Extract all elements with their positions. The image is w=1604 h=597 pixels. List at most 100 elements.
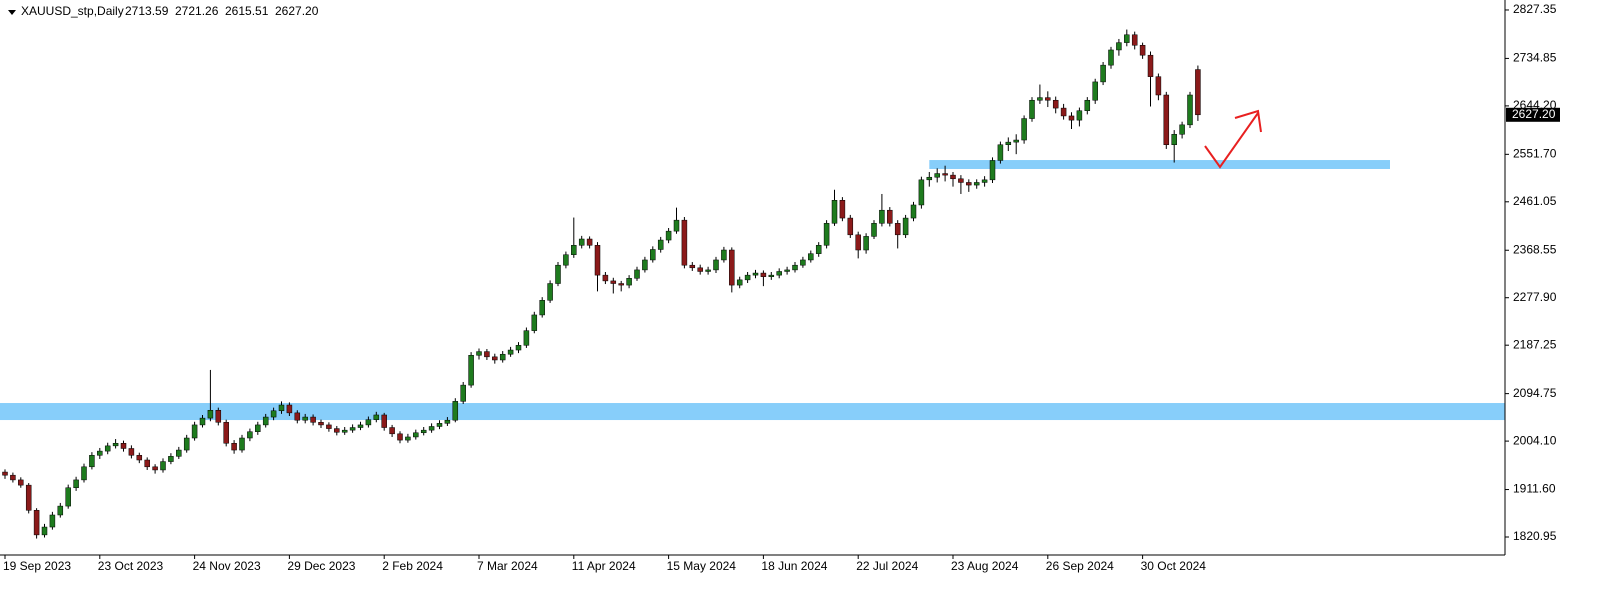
candle-body (1045, 97, 1051, 101)
candle-body (452, 401, 459, 421)
x-tick-label: 29 Dec 2023 (287, 559, 355, 573)
candle-body (792, 264, 798, 271)
current-price-label: 2627.20 (1512, 107, 1556, 121)
candle-body (349, 427, 356, 431)
candle-body (302, 416, 308, 421)
candle-body (420, 429, 427, 434)
candle-body (231, 442, 237, 451)
candle-body (278, 404, 285, 412)
candle-body (894, 223, 901, 236)
candle-body (760, 272, 767, 277)
candle-body (610, 280, 617, 284)
x-tick-label: 7 Mar 2024 (477, 559, 538, 573)
candle-body (800, 259, 806, 266)
ohlc-value: 2615.51 (225, 4, 269, 18)
candle-body (1139, 44, 1146, 56)
candle-body (476, 351, 482, 356)
candle-body (879, 209, 885, 224)
candle-body (729, 249, 735, 286)
candle-body (618, 283, 624, 286)
support-zone (0, 403, 1505, 421)
candle-body (2, 471, 8, 476)
ohlc-value: 2721.26 (175, 4, 219, 18)
candle-body (207, 410, 214, 419)
candles (2, 29, 1201, 539)
candle-body (847, 217, 854, 236)
candle-body (334, 428, 340, 433)
candle-body (310, 416, 316, 423)
candle-body (389, 427, 395, 435)
candle-body (468, 355, 474, 386)
candle-body (365, 419, 372, 426)
candle-body (1147, 54, 1154, 77)
candle-body (1021, 118, 1027, 141)
arrow-path (1204, 112, 1259, 169)
candle-body (10, 474, 16, 481)
candle-body (650, 249, 656, 261)
candle-body (428, 426, 435, 431)
candle-body (887, 209, 893, 224)
y-tick-label: 2004.10 (1513, 433, 1557, 447)
candle-body (239, 437, 245, 451)
x-tick-label: 26 Sep 2024 (1046, 559, 1114, 573)
candle-body (942, 173, 948, 176)
candle-body (262, 416, 269, 426)
candle-body (326, 424, 332, 429)
candle-body (555, 264, 561, 284)
candle-body (381, 414, 387, 428)
x-tick-label: 23 Oct 2023 (98, 559, 164, 573)
collapse-icon[interactable] (8, 10, 16, 15)
candle-body (247, 431, 253, 439)
x-tick-label: 15 May 2024 (667, 559, 737, 573)
candle-body (997, 144, 1004, 161)
candle-body (57, 505, 64, 516)
candle-body (823, 223, 830, 246)
candle-body (436, 423, 443, 427)
x-tick-label: 18 Jun 2024 (761, 559, 827, 573)
candle-body (1052, 99, 1059, 109)
candle-body (507, 349, 514, 355)
candle-body (341, 429, 348, 433)
candle-body (918, 179, 925, 206)
candle-body (768, 274, 775, 277)
candle-body (926, 176, 933, 181)
y-tick-label: 2277.90 (1513, 290, 1557, 304)
candle-body (989, 160, 996, 181)
candle-body (784, 269, 790, 272)
candle-body (357, 424, 364, 428)
candle-body (294, 412, 301, 421)
candle-body (563, 254, 569, 266)
x-tick-label: 22 Jul 2024 (856, 559, 918, 573)
x-tick-label: 2 Feb 2024 (382, 559, 443, 573)
candle-body (1029, 99, 1035, 119)
candle-body (73, 479, 79, 489)
candle-body (871, 223, 877, 237)
y-tick-label: 2461.05 (1513, 194, 1557, 208)
candle-body (1171, 134, 1177, 145)
candle-body (973, 182, 980, 186)
candle-body (104, 445, 111, 452)
candle-body (515, 345, 522, 351)
candle-body (405, 436, 411, 441)
candle-body (863, 236, 869, 251)
candle-body (547, 283, 553, 301)
candle-body (373, 414, 380, 420)
candle-body (49, 514, 56, 528)
candle-body (460, 384, 466, 402)
current-price-box (1506, 107, 1560, 122)
candle-body (523, 330, 530, 346)
candle-body (1092, 81, 1098, 101)
ohlc-value: 2627.20 (275, 4, 319, 18)
candle-body (1163, 94, 1170, 145)
candle-body (1068, 115, 1075, 121)
candle-body (1037, 97, 1043, 101)
candle-body (199, 417, 206, 426)
candle-body (966, 182, 972, 186)
y-tick-label: 1911.60 (1513, 482, 1556, 496)
candle-body (120, 442, 127, 449)
candle-body (286, 404, 293, 414)
y-tick-label: 2827.35 (1513, 2, 1557, 16)
candle-body (1084, 99, 1091, 111)
y-tick-label: 2187.25 (1513, 337, 1557, 351)
y-tick-label: 2368.55 (1513, 242, 1557, 256)
